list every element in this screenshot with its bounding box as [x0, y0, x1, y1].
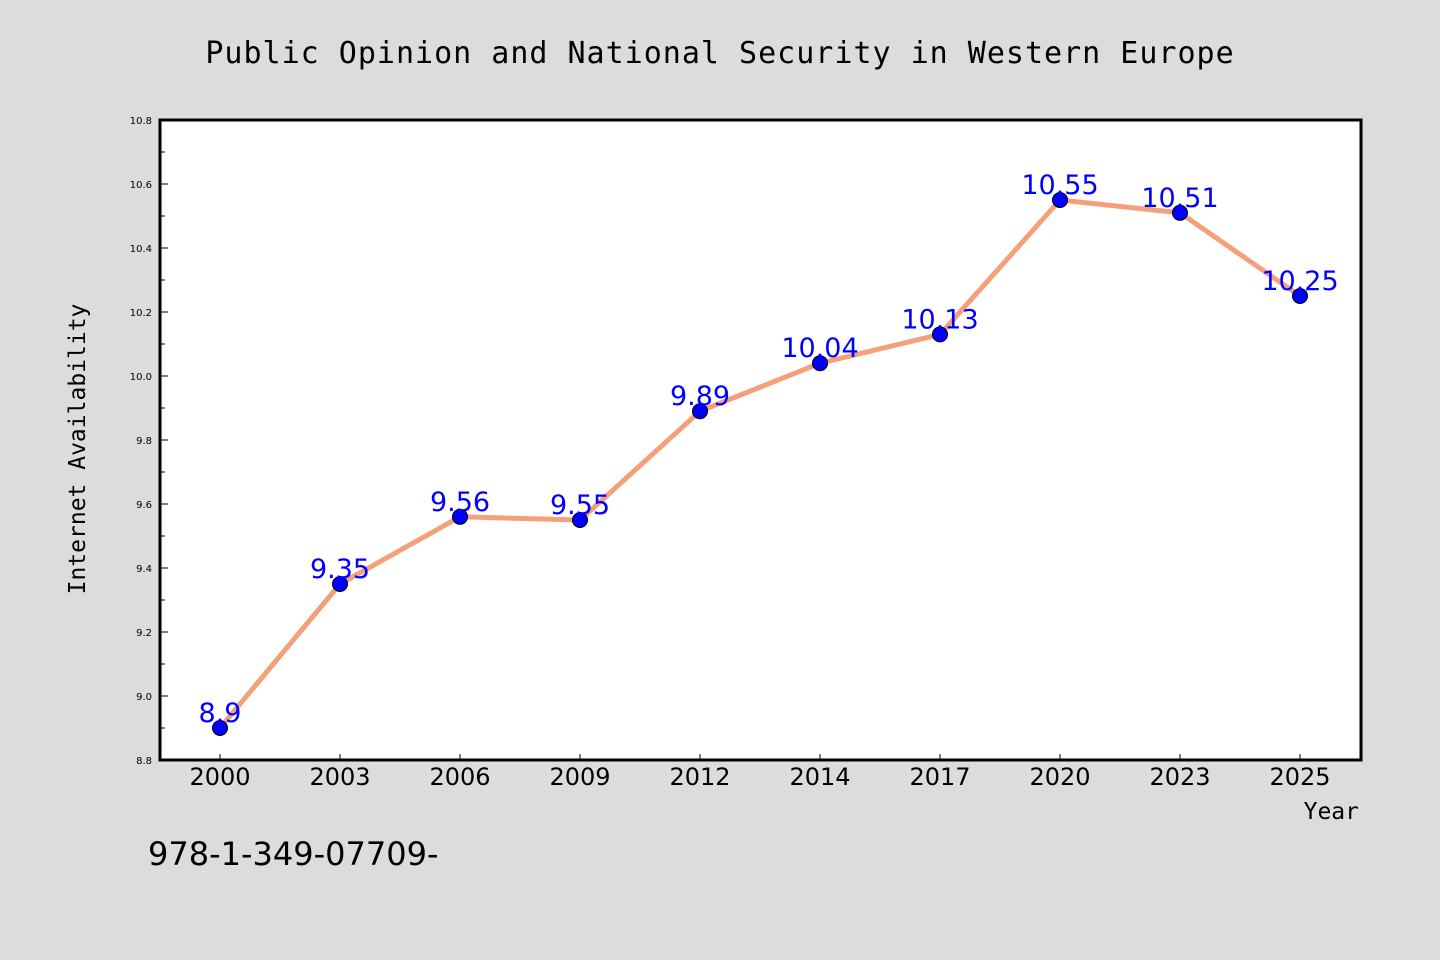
- data-label: 9.56: [430, 487, 490, 518]
- data-label: 9.89: [670, 381, 730, 412]
- data-point: [572, 512, 588, 528]
- x-tick-label: 2000: [189, 763, 250, 791]
- data-label: 10.13: [901, 304, 978, 335]
- x-tick-label: 2006: [429, 763, 490, 791]
- x-axis-label: Year: [1304, 799, 1359, 825]
- data-point: [812, 355, 828, 372]
- x-tick-label: 2012: [669, 763, 730, 791]
- y-tick-label: 10.2: [130, 308, 152, 319]
- data-point: [932, 326, 948, 343]
- x-axis: 2000 2003 2006 2009 2012 2014 2017 2020 2023 2025: [189, 754, 1331, 791]
- plot-area: [158, 118, 1363, 762]
- y-tick-label: 9.4: [136, 564, 152, 575]
- data-label: 8.9: [199, 698, 242, 729]
- x-tick-label: 2020: [1029, 763, 1090, 791]
- chart-title: Public Opinion and National Security in …: [205, 36, 1234, 71]
- data-point: [332, 576, 348, 592]
- data-label: 10.25: [1261, 266, 1338, 297]
- x-tick-label: 2009: [549, 763, 610, 791]
- data-point: [1052, 192, 1068, 208]
- series-line: [217, 197, 1303, 731]
- footnote: 978-1-349-07709-: [148, 835, 439, 873]
- y-tick-label: 10.0: [130, 372, 152, 383]
- x-tick-label: 2025: [1269, 763, 1330, 791]
- y-tick-label: 9.6: [136, 500, 152, 511]
- data-label: 10.55: [1021, 170, 1098, 201]
- data-label: 9.35: [310, 554, 370, 585]
- data-point: [692, 403, 708, 420]
- y-axis: 8.8 9.0 9.2 9.4 9.6 9.8 10.0 10.2 10.4 10.6 10.8: [130, 116, 168, 767]
- y-tick-label: 9.0: [136, 692, 152, 703]
- y-tick-label: 8.8: [136, 756, 152, 767]
- data-label: 10.04: [781, 333, 858, 364]
- data-point: [212, 720, 228, 736]
- data-point: [1172, 204, 1188, 221]
- x-tick-label: 2003: [309, 763, 370, 791]
- y-tick-label: 10.4: [130, 244, 152, 255]
- y-tick-label: 9.2: [136, 628, 152, 639]
- y-tick-label: 10.8: [130, 116, 152, 127]
- x-tick-label: 2014: [789, 763, 850, 791]
- series-group: 8.9 9.35 9.56 9.55 9.89 10.04 10.13 10.55 10.51 1…: [199, 170, 1339, 736]
- x-tick-label: 2023: [1149, 763, 1210, 791]
- y-tick-label: 9.8: [136, 436, 152, 447]
- data-label: 10.51: [1141, 183, 1218, 214]
- data-label: 9.55: [550, 490, 610, 521]
- y-axis-label: Internet Availability: [65, 304, 91, 595]
- y-tick-label: 10.6: [130, 180, 152, 191]
- x-tick-label: 2017: [909, 763, 970, 791]
- data-point: [452, 508, 468, 525]
- data-point: [1292, 288, 1308, 304]
